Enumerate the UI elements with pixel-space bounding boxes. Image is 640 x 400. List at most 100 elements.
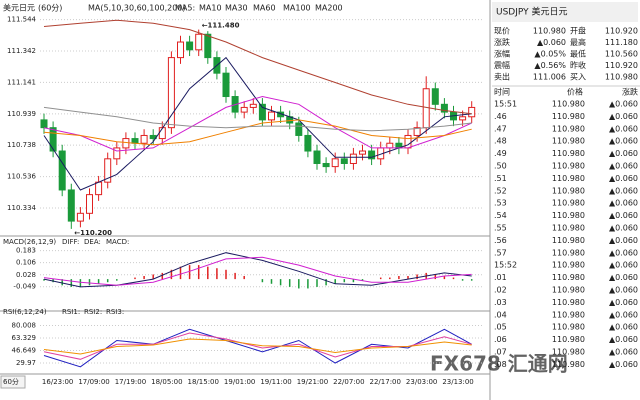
period-box[interactable] bbox=[0, 375, 26, 389]
trade-cell: 15:52 bbox=[494, 261, 517, 270]
annotation: ←110.200 bbox=[74, 229, 112, 237]
y-tick-label: 46.649 bbox=[12, 347, 37, 355]
symbol: 美元日元 bbox=[3, 3, 35, 13]
trade-cell: ▲0.060 bbox=[609, 310, 638, 319]
ma-name: MA200 bbox=[315, 4, 343, 13]
trade-cell: 110.980 bbox=[552, 211, 585, 220]
trade-cell: 110.980 bbox=[552, 360, 585, 369]
y-tick-label: 111.141 bbox=[7, 78, 36, 86]
quote-value: 110.980 bbox=[605, 73, 638, 82]
trade-cell: 110.980 bbox=[552, 348, 585, 357]
candle-body bbox=[413, 127, 421, 136]
panel-label: RSI3: bbox=[106, 308, 124, 316]
trade-cell: .57 bbox=[494, 248, 507, 257]
ma-label: MA(5,10,30,60,100,200) bbox=[88, 4, 186, 13]
trade-cell: 110.980 bbox=[552, 248, 585, 257]
quote-value: ▲0.56% bbox=[534, 61, 566, 70]
x-tick-label: 23/13:00 bbox=[442, 378, 473, 386]
candle-body bbox=[204, 33, 212, 59]
quote-header bbox=[492, 2, 638, 22]
trade-cell: ▲0.060 bbox=[609, 273, 638, 282]
panel-label: MACD: bbox=[106, 238, 129, 246]
x-tick-label: 22/07:00 bbox=[333, 378, 364, 386]
trade-cell: 110.980 bbox=[552, 286, 585, 295]
quote-value: 110.920 bbox=[605, 61, 638, 70]
trades-header: 价格 bbox=[567, 87, 583, 97]
trade-cell: .02 bbox=[494, 286, 507, 295]
y-tick-label: 0.106 bbox=[16, 259, 37, 267]
panel-label: RSI2: bbox=[84, 308, 102, 316]
trade-cell: .50 bbox=[494, 162, 507, 171]
quote-label: 买入 bbox=[570, 73, 586, 82]
trade-cell: 110.980 bbox=[552, 149, 585, 158]
trade-cell: ▲0.060 bbox=[609, 162, 638, 171]
trade-cell: 110.980 bbox=[552, 199, 585, 208]
period-button[interactable]: 60分 bbox=[3, 377, 19, 386]
candle-body bbox=[140, 134, 148, 144]
candle-body bbox=[67, 189, 75, 222]
trade-cell: .56 bbox=[494, 236, 507, 245]
trade-cell: .05 bbox=[494, 323, 507, 332]
trade-cell: .55 bbox=[494, 224, 507, 233]
trade-cell: .54 bbox=[494, 211, 507, 220]
annotation: ←111.480 bbox=[202, 22, 240, 30]
x-tick-label: 23/03:00 bbox=[406, 378, 437, 386]
quote-value: 110.920 bbox=[605, 27, 638, 36]
trade-cell: ▲0.060 bbox=[609, 298, 638, 307]
x-tick-label: 18/05:00 bbox=[151, 378, 182, 386]
trade-cell: ▲0.060 bbox=[609, 112, 638, 121]
trade-cell: 110.980 bbox=[552, 224, 585, 233]
trade-cell: 110.980 bbox=[552, 137, 585, 146]
candle-body bbox=[322, 162, 330, 168]
candle-body bbox=[468, 106, 476, 118]
trade-cell: .04 bbox=[494, 310, 507, 319]
trade-cell: ▲0.060 bbox=[609, 199, 638, 208]
quote-label: 现价 bbox=[494, 27, 510, 36]
trade-cell: ▲0.060 bbox=[609, 124, 638, 133]
trade-cell: 110.980 bbox=[552, 310, 585, 319]
trade-cell: ▲0.060 bbox=[609, 248, 638, 257]
ma-name: MA100 bbox=[283, 4, 311, 13]
candle-body bbox=[295, 122, 303, 136]
candle-body bbox=[386, 142, 394, 149]
candle-body bbox=[76, 212, 84, 222]
trade-cell: 110.980 bbox=[552, 174, 585, 183]
trade-cell: .46 bbox=[494, 112, 507, 121]
trade-cell: ▲0.060 bbox=[609, 236, 638, 245]
x-tick-label: 19/01:00 bbox=[224, 378, 255, 386]
candle-body bbox=[340, 158, 348, 164]
panel-title: MACD(26,12,9) bbox=[3, 238, 56, 246]
indicator-line bbox=[43, 338, 472, 355]
candle-body bbox=[304, 134, 312, 152]
y-tick-label: 29.97 bbox=[16, 359, 36, 367]
candle-body bbox=[113, 147, 121, 160]
trade-cell: ▲0.060 bbox=[609, 224, 638, 233]
trade-cell: ▲0.060 bbox=[609, 149, 638, 158]
quote-label: 开盘 bbox=[570, 26, 586, 36]
y-tick-label: 0.183 bbox=[16, 247, 36, 255]
trade-cell: 110.980 bbox=[552, 335, 585, 344]
quote-label: 涨幅 bbox=[494, 49, 510, 59]
quote-value: 111.006 bbox=[533, 73, 566, 82]
trade-cell: ▲0.060 bbox=[609, 174, 638, 183]
quote-label: 震幅 bbox=[494, 60, 510, 70]
quote-label: 昨收 bbox=[570, 60, 586, 70]
x-tick-label: 17/19:00 bbox=[115, 378, 146, 386]
trade-cell: ▲0.060 bbox=[609, 286, 638, 295]
candle-body bbox=[240, 106, 248, 113]
trades-header: 时间 bbox=[494, 87, 510, 97]
candle-body bbox=[431, 88, 439, 105]
candle-body bbox=[249, 103, 257, 108]
y-tick-label: 110.939 bbox=[7, 110, 36, 118]
candle-body bbox=[349, 153, 357, 164]
trade-cell: .51 bbox=[494, 174, 507, 183]
ma-name: MA10 bbox=[199, 4, 222, 13]
indicator-line bbox=[43, 19, 472, 115]
y-tick-label: 0.028 bbox=[16, 271, 36, 279]
trade-cell: 110.980 bbox=[552, 273, 585, 282]
candle-body bbox=[40, 119, 48, 129]
trade-cell: ▲0.060 bbox=[609, 211, 638, 220]
candle-body bbox=[122, 138, 130, 149]
quote-value: ▲0.05% bbox=[534, 50, 566, 59]
